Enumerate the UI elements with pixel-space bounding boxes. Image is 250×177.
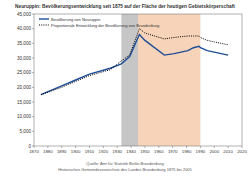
y-tick-label: 30,000	[17, 56, 31, 61]
plot-frame	[34, 14, 242, 146]
plot-area	[41, 14, 228, 146]
x-tick	[242, 146, 243, 148]
chart: Neuruppin: Bevölkerungsentwicklung seit …	[0, 0, 250, 177]
x-tick-label: 2020	[237, 149, 247, 154]
series-line	[41, 35, 228, 95]
y-tick-label: 45,000	[17, 12, 31, 17]
legend-label: Bevölkerung von Neuruppin	[51, 17, 100, 22]
y-tick	[32, 131, 34, 132]
x-tick	[89, 146, 90, 148]
y-tick-label: 0	[28, 144, 31, 149]
x-tick	[131, 146, 132, 148]
y-tick	[32, 14, 34, 15]
x-tick-label: 1880	[43, 149, 53, 154]
x-tick-label: 1900	[71, 149, 81, 154]
x-tick-label: 1960	[154, 149, 164, 154]
period-band	[138, 14, 200, 146]
x-tick	[214, 146, 215, 148]
y-tick-label: 20,000	[17, 85, 31, 90]
y-tick	[32, 116, 34, 117]
x-tick-label: 1980	[182, 149, 192, 154]
y-tick-label: 10,000	[17, 114, 31, 119]
period-band	[121, 14, 138, 146]
x-tick-label: 1870	[29, 149, 39, 154]
legend-swatch	[39, 18, 49, 19]
x-tick-label: 1940	[126, 149, 136, 154]
y-tick-label: 15,000	[17, 100, 31, 105]
x-tick-label: 1970	[168, 149, 178, 154]
x-tick	[144, 146, 145, 148]
x-tick	[61, 146, 62, 148]
x-tick	[228, 146, 229, 148]
x-tick-label: 2000	[209, 149, 219, 154]
source-note: Historisches Gemeindeverzeichnis des Lan…	[58, 167, 192, 172]
x-tick	[186, 146, 187, 148]
y-tick	[32, 28, 34, 29]
y-tick	[32, 87, 34, 88]
y-tick	[32, 43, 34, 44]
x-tick-label: 1930	[112, 149, 122, 154]
series-line	[41, 29, 228, 95]
x-tick	[200, 146, 201, 148]
x-tick-label: 1910	[85, 149, 95, 154]
y-tick-label: 25,000	[17, 70, 31, 75]
x-tick	[34, 146, 35, 148]
y-tick-label: 5,000	[20, 129, 32, 134]
y-tick	[32, 102, 34, 103]
x-tick-label: 1890	[57, 149, 67, 154]
x-tick	[103, 146, 104, 148]
x-tick	[158, 146, 159, 148]
x-tick	[47, 146, 48, 148]
x-tick-label: 1990	[196, 149, 206, 154]
y-tick	[32, 146, 34, 147]
source-note: Quelle: Amt für Statistik Berlin-Branden…	[86, 161, 163, 166]
y-tick	[32, 72, 34, 73]
title: Neuruppin: Bevölkerungsentwicklung seit …	[15, 4, 235, 9]
x-tick-label: 1920	[99, 149, 109, 154]
x-tick-label: 1950	[140, 149, 150, 154]
y-tick-label: 40,000	[17, 26, 31, 31]
x-tick	[75, 146, 76, 148]
y-tick	[32, 58, 34, 59]
x-tick	[117, 146, 118, 148]
x-tick	[172, 146, 173, 148]
y-tick-label: 35,000	[17, 41, 31, 46]
x-tick-label: 2010	[223, 149, 233, 154]
legend-swatch	[39, 25, 49, 26]
legend-label: Proportionale Entwicklung der Bevölkerun…	[51, 23, 159, 28]
